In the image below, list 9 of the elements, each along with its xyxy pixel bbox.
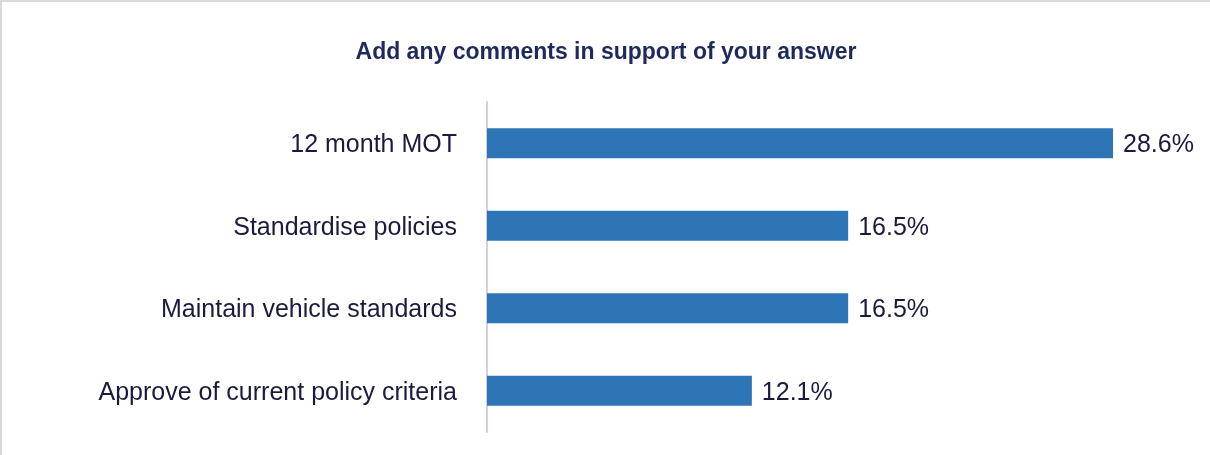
data-label: 16.5% — [858, 211, 930, 240]
chart-title: Add any comments in support of your answer — [355, 37, 857, 64]
y-tick-label: Maintain vehicle standards — [161, 294, 457, 323]
data-label: 12.1% — [761, 376, 833, 405]
y-tick-label: Approve of current policy criteria — [98, 376, 458, 405]
data-label: 28.6% — [1123, 129, 1194, 158]
y-tick-label: Standardise policies — [233, 211, 457, 240]
data-label: 16.5% — [858, 294, 930, 323]
y-tick-label: 12 month MOT — [290, 129, 457, 158]
